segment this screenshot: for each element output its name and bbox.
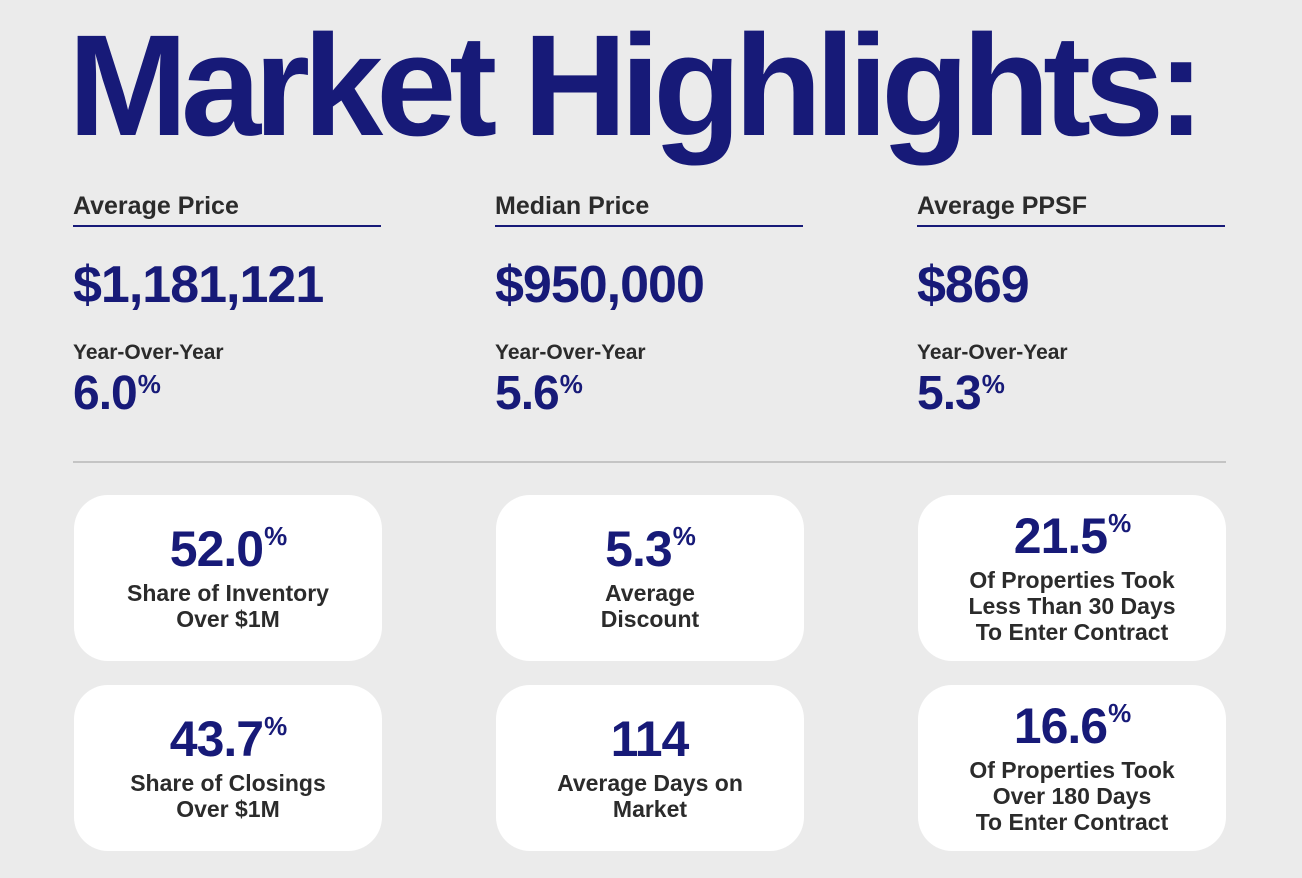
card-value: 21.5% (1014, 511, 1130, 561)
page-title: Market Highlights: (68, 14, 1198, 158)
card-value: 114 (611, 714, 690, 764)
stat-average-ppsf: Average PPSF $869 Year-Over-Year 5.3% (917, 192, 1225, 419)
yoy-number: 5.6 (495, 367, 559, 420)
percent-sign: % (1108, 508, 1130, 538)
card-number: 114 (611, 711, 689, 767)
card-value: 16.6% (1014, 701, 1130, 751)
yoy-number: 6.0 (73, 367, 137, 420)
percent-sign: % (264, 521, 286, 551)
stat-average-price: Average Price $1,181,121 Year-Over-Year … (73, 192, 381, 419)
card-label: Of Properties Took Over 180 Days To Ente… (969, 757, 1174, 835)
yoy-number: 5.3 (917, 367, 981, 420)
section-divider (73, 461, 1226, 463)
card-number: 21.5 (1014, 508, 1107, 564)
yoy-label: Year-Over-Year (495, 341, 803, 365)
card-number: 5.3 (605, 521, 672, 577)
card-label: Share of Closings Over $1M (130, 770, 326, 822)
card-number: 52.0 (170, 521, 263, 577)
card-label: Average Discount (601, 580, 699, 632)
card-value: 5.3% (605, 524, 695, 574)
card-days-on-market: 114 Average Days on Market (496, 685, 804, 851)
stat-median-price: Median Price $950,000 Year-Over-Year 5.6… (495, 192, 803, 419)
card-label: Of Properties Took Less Than 30 Days To … (968, 567, 1175, 645)
percent-sign: % (673, 521, 695, 551)
percent-sign: % (982, 369, 1004, 399)
stat-heading: Average Price (73, 192, 381, 227)
card-label: Share of Inventory Over $1M (127, 580, 329, 632)
yoy-label: Year-Over-Year (917, 341, 1225, 365)
stat-heading: Average PPSF (917, 192, 1225, 227)
card-over-180-days: 16.6% Of Properties Took Over 180 Days T… (918, 685, 1226, 851)
yoy-value: 5.3% (917, 369, 1225, 419)
card-number: 16.6 (1014, 698, 1107, 754)
percent-sign: % (560, 369, 582, 399)
card-value: 43.7% (170, 714, 286, 764)
card-number: 43.7 (170, 711, 263, 767)
yoy-label: Year-Over-Year (73, 341, 381, 365)
card-inventory-over-1m: 52.0% Share of Inventory Over $1M (74, 495, 382, 661)
yoy-value: 5.6% (495, 369, 803, 419)
card-closings-over-1m: 43.7% Share of Closings Over $1M (74, 685, 382, 851)
stat-value: $869 (917, 255, 1225, 315)
percent-sign: % (138, 369, 160, 399)
percent-sign: % (1108, 698, 1130, 728)
card-label: Average Days on Market (557, 770, 743, 822)
stat-heading: Median Price (495, 192, 803, 227)
card-value: 52.0% (170, 524, 286, 574)
card-under-30-days: 21.5% Of Properties Took Less Than 30 Da… (918, 495, 1226, 661)
card-average-discount: 5.3% Average Discount (496, 495, 804, 661)
yoy-value: 6.0% (73, 369, 381, 419)
stat-value: $1,181,121 (73, 255, 381, 315)
percent-sign: % (264, 711, 286, 741)
stat-value: $950,000 (495, 255, 803, 315)
